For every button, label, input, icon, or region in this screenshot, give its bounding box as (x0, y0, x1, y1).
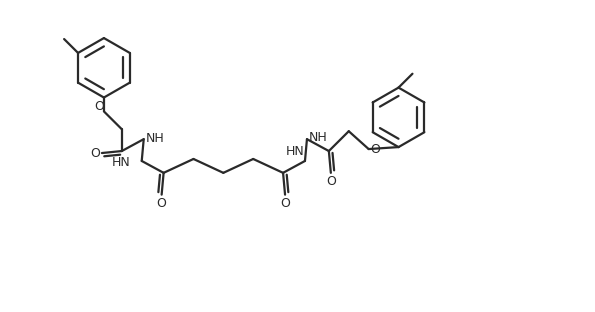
Text: O: O (280, 197, 290, 210)
Text: O: O (94, 100, 104, 113)
Text: HN: HN (286, 144, 305, 158)
Text: O: O (90, 147, 100, 159)
Text: O: O (156, 197, 167, 210)
Text: NH: NH (309, 131, 327, 144)
Text: HN: HN (112, 156, 131, 169)
Text: O: O (326, 175, 336, 188)
Text: O: O (371, 143, 381, 156)
Text: NH: NH (145, 132, 164, 145)
